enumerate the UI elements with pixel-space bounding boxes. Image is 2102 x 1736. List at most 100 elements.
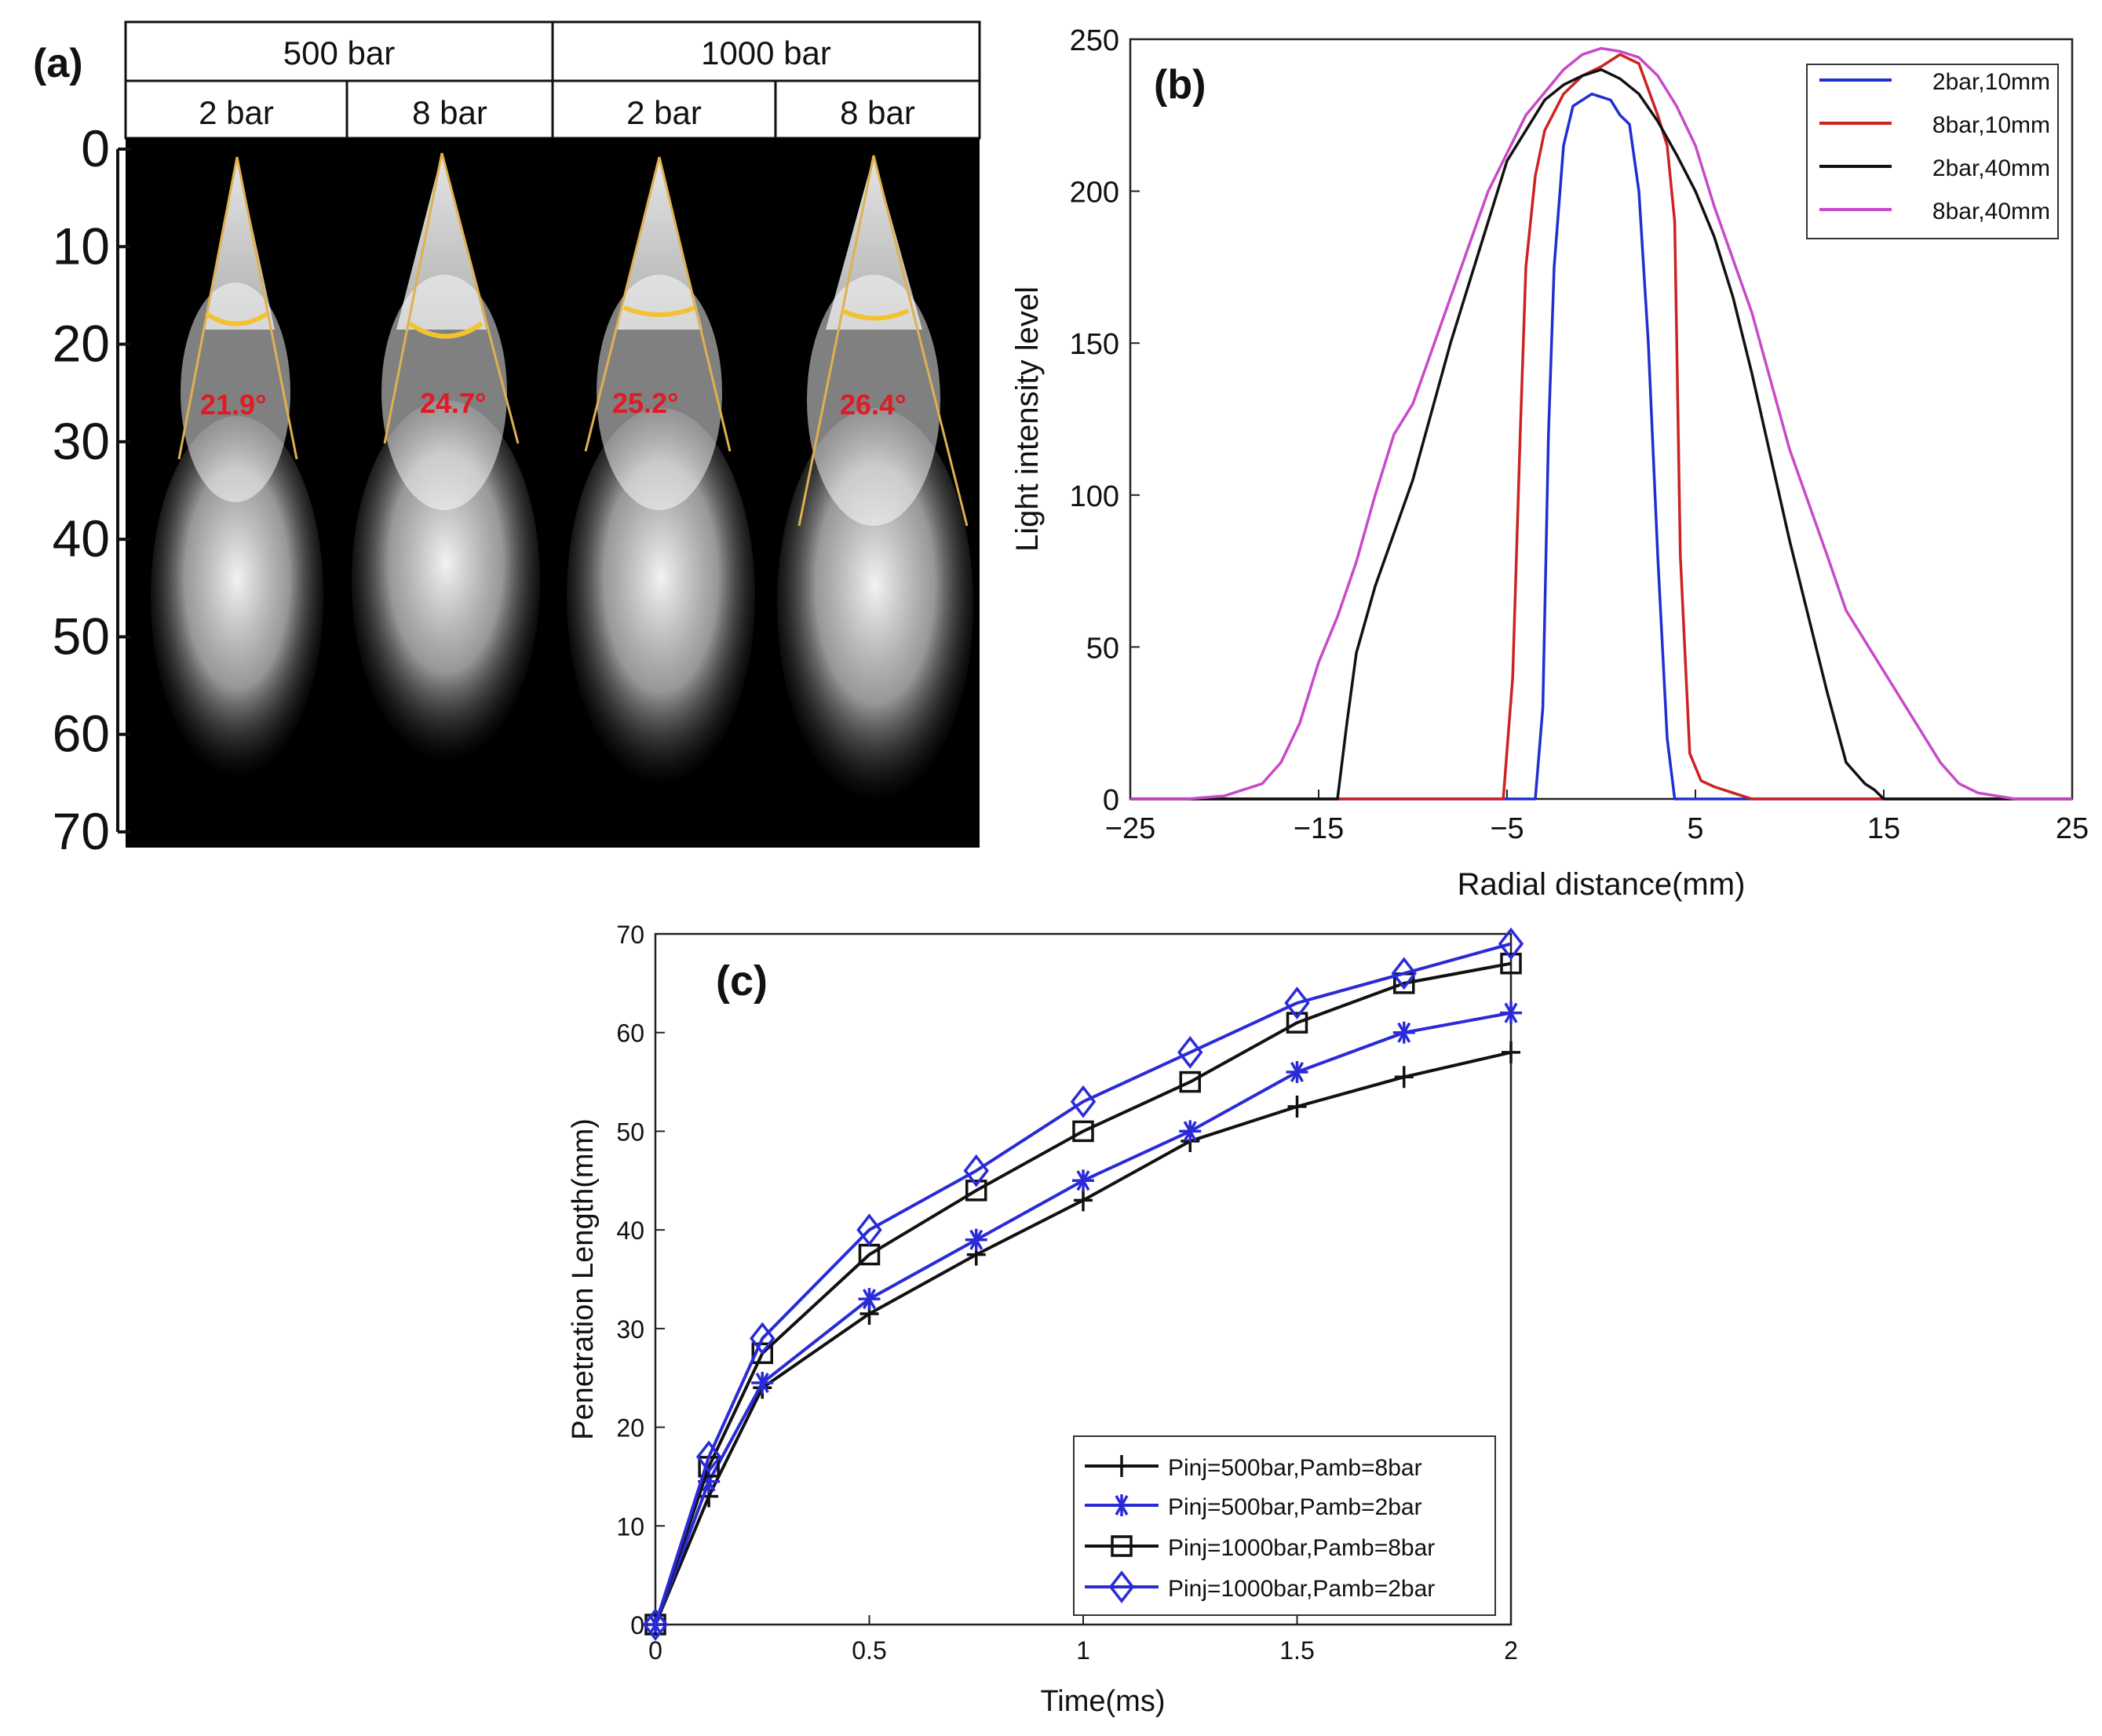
- b-ytick-label-4: 200: [1070, 177, 1119, 210]
- c-ytick-label-5: 50: [616, 1118, 644, 1146]
- c-ytick-label-3: 30: [616, 1315, 644, 1344]
- c-series-4-point-3: [856, 1213, 882, 1246]
- b-legend-1: 2bar,10mm: [1932, 69, 2050, 95]
- b-xlabel: Radial distance(mm): [1458, 867, 1746, 902]
- b-xtick-label-4: 15: [1867, 812, 1900, 845]
- c-series-2-point-9: [1500, 1001, 1522, 1024]
- spray-plume-1: [151, 157, 323, 777]
- cone-arcs: [205, 305, 910, 339]
- b-legend-4: 8bar,40mm: [1932, 199, 2050, 224]
- c-xtick-label-1: 0.5: [852, 1636, 886, 1665]
- c-xtick-label-0: 0: [648, 1636, 662, 1665]
- header-group-500: 500 bar: [283, 35, 395, 71]
- c-series-1-point-7: [1287, 1096, 1307, 1118]
- b-xtick-label-1: −15: [1294, 812, 1344, 845]
- panel-a-label: (a): [33, 41, 83, 86]
- c-series-1-point-9: [1502, 1041, 1520, 1063]
- scale-tick-label-2: 20: [53, 315, 110, 373]
- c-legend-4: Pinj=1000bar,Pamb=2bar: [1168, 1576, 1435, 1602]
- header-sub-1000-8: 8 bar: [840, 94, 915, 131]
- cone-angle-1: 21.9°: [200, 388, 266, 421]
- c-series-line-1: [654, 1050, 1512, 1625]
- c-series-1-point-8: [1394, 1066, 1414, 1089]
- c-series-4-point-4: [963, 1154, 989, 1187]
- c-series-line-4: [654, 942, 1512, 1625]
- c-series-3-point-9: [1500, 952, 1522, 975]
- c-xtick-label-2: 1: [1076, 1636, 1090, 1665]
- c-xtick-label-4: 2: [1504, 1636, 1518, 1665]
- cone-lines: [177, 152, 969, 527]
- c-legend-marker-3: [1111, 1535, 1133, 1557]
- b-legend-2: 8bar,10mm: [1932, 112, 2050, 138]
- c-series-4-point-5: [1070, 1085, 1097, 1118]
- header-table: 500 bar 1000 bar 2 bar 8 bar 2 bar 8 bar: [124, 20, 981, 140]
- b-xtick-label-0: −25: [1105, 812, 1155, 845]
- c-legend: Pinj=500bar,Pamb=8bar Pinj=500bar,Pamb=2…: [1073, 1435, 1496, 1616]
- b-series-line-2: [1130, 53, 2072, 801]
- c-ytick-label-2: 20: [616, 1414, 644, 1442]
- c-series-3-point-6: [1179, 1070, 1201, 1093]
- c-ytick-label-0: 0: [630, 1611, 644, 1639]
- c-series-3-point-4: [965, 1180, 987, 1202]
- b-panel-label: (b): [1154, 62, 1206, 108]
- c-series-line-3: [654, 961, 1512, 1625]
- c-series-4-point-6: [1177, 1036, 1203, 1069]
- scale-tick-label-0: 0: [81, 119, 110, 177]
- c-panel-label: (c): [716, 957, 768, 1005]
- b-ylabel: Light intensity level: [1010, 286, 1045, 552]
- b-legend-3: 2bar,40mm: [1932, 155, 2050, 181]
- c-series-2-point-5: [1072, 1169, 1094, 1192]
- c-series-2-point-8: [1392, 1021, 1415, 1044]
- b-series-line-1: [1130, 92, 2072, 801]
- header-sub-500-2: 2 bar: [199, 94, 274, 131]
- c-legend-2: Pinj=500bar,Pamb=2bar: [1168, 1494, 1422, 1520]
- b-ytick-label-5: 250: [1070, 24, 1119, 57]
- b-xtick-label-5: 25: [2056, 812, 2089, 845]
- c-series-2-point-2: [751, 1372, 774, 1394]
- scale-ruler: 0 10 20 30 40 50 60 70: [53, 119, 130, 860]
- c-series-3-point-5: [1072, 1120, 1094, 1143]
- c-series-4-point-1: [695, 1440, 722, 1474]
- c-xlabel: Time(ms): [1041, 1685, 1166, 1718]
- c-series-2-point-6: [1179, 1120, 1202, 1143]
- c-legend-marker-4: [1108, 1570, 1135, 1603]
- c-series-4-point-7: [1284, 987, 1310, 1019]
- b-series-line-4: [1130, 46, 2072, 801]
- cone-angle-3: 25.2°: [612, 387, 678, 419]
- c-legend-marker-2: [1111, 1494, 1133, 1516]
- b-ytick-label-3: 150: [1070, 328, 1119, 361]
- c-ytick-label-7: 70: [616, 921, 644, 949]
- c-series-3-point-2: [751, 1342, 773, 1365]
- spray-plume-4: [777, 155, 973, 801]
- c-ytick-label-4: 40: [616, 1216, 644, 1245]
- b-series-line-3: [1130, 67, 2072, 801]
- c-ytick-label-1: 10: [616, 1512, 644, 1541]
- c-xtick-label-3: 1.5: [1279, 1636, 1314, 1665]
- header-group-1000: 1000 bar: [701, 35, 831, 71]
- scale-tick-label-7: 70: [53, 802, 110, 860]
- spray-plume-2: [352, 153, 540, 761]
- c-series-3-point-7: [1286, 1012, 1308, 1034]
- c-series-4-point-2: [750, 1322, 775, 1355]
- c-ylabel: Penetration Length(mm): [567, 1118, 600, 1440]
- c-series-2-point-4: [965, 1228, 987, 1251]
- c-ytick-label-6: 60: [616, 1019, 644, 1048]
- b-legend: 2bar,10mm 8bar,10mm 2bar,40mm 8bar,40mm: [1806, 64, 2059, 239]
- c-series-2-point-7: [1286, 1061, 1308, 1083]
- scale-tick-label-1: 10: [53, 217, 110, 275]
- c-legend-3: Pinj=1000bar,Pamb=8bar: [1168, 1535, 1435, 1561]
- cone-angle-4: 26.4°: [840, 388, 906, 421]
- panel-a: (a) 500 bar 1000 bar 2 bar 8 bar 2 bar 8…: [33, 20, 981, 860]
- c-series-1-point-5: [1074, 1189, 1093, 1212]
- c-series-4-point-8: [1391, 957, 1417, 990]
- c-series-2-point-3: [858, 1288, 881, 1311]
- b-ytick-label-1: 50: [1086, 632, 1119, 665]
- spray-plume-3: [567, 157, 755, 785]
- cone-angle-2: 24.7°: [420, 387, 486, 419]
- scale-tick-label-6: 60: [53, 705, 110, 763]
- b-ytick-label-2: 100: [1070, 480, 1119, 513]
- b-ytick-label-0: 0: [1103, 784, 1119, 817]
